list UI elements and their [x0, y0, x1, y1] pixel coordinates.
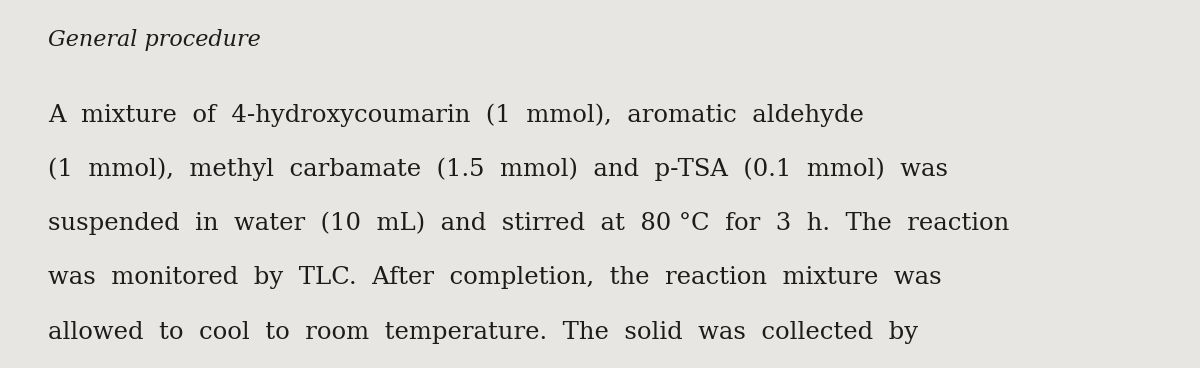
Text: allowed  to  cool  to  room  temperature.  The  solid  was  collected  by: allowed to cool to room temperature. The… — [48, 321, 918, 344]
Text: was  monitored  by  TLC.  After  completion,  the  reaction  mixture  was: was monitored by TLC. After completion, … — [48, 266, 942, 289]
Text: General procedure: General procedure — [48, 29, 260, 52]
Text: (1  mmol),  methyl  carbamate  (1.5  mmol)  and  p-TSA  (0.1  mmol)  was: (1 mmol), methyl carbamate (1.5 mmol) an… — [48, 158, 948, 181]
Text: A  mixture  of  4-hydroxycoumarin  (1  mmol),  aromatic  aldehyde: A mixture of 4-hydroxycoumarin (1 mmol),… — [48, 103, 864, 127]
Text: suspended  in  water  (10  mL)  and  stirred  at  80 °C  for  3  h.  The  reacti: suspended in water (10 mL) and stirred a… — [48, 212, 1009, 236]
